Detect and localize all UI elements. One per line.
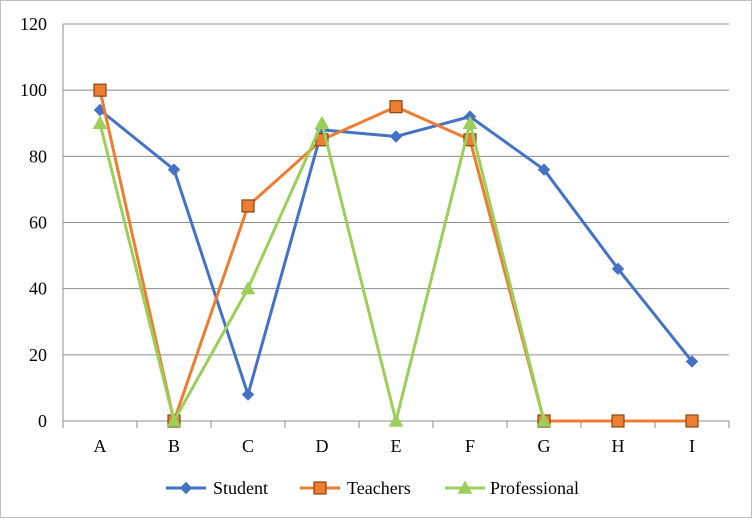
data-point-student-C	[241, 388, 255, 401]
legend-label: Teachers	[347, 478, 411, 498]
legend-marker	[457, 480, 473, 494]
series-line-student	[99, 108, 694, 397]
x-tick-label: B	[168, 436, 180, 456]
legend-marker	[313, 481, 327, 495]
data-point-teachers-C	[241, 199, 255, 213]
x-tick-label: F	[465, 436, 475, 456]
y-tick-label: 100	[20, 80, 47, 100]
data-point-student-H	[611, 262, 625, 276]
series-student	[93, 103, 699, 401]
legend-label: Professional	[490, 478, 579, 498]
data-point-professional-A	[92, 115, 108, 129]
x-tick-labels: A B C D E F G H I	[94, 436, 696, 456]
x-tick-label: I	[689, 436, 695, 456]
y-tick-label: 40	[29, 279, 47, 299]
legend-label: Student	[213, 478, 268, 498]
y-tick-labels: 0 20 40 60 80 100 120	[20, 14, 47, 431]
data-point-teachers-I	[685, 414, 699, 428]
y-tick-label: 80	[29, 146, 47, 166]
series-teachers	[93, 83, 699, 428]
data-point-professional-E	[388, 413, 404, 427]
data-point-professional-D	[314, 115, 330, 129]
legend: Student Teachers Professional	[166, 478, 579, 498]
y-tick-label: 0	[38, 411, 47, 431]
x-tick-label: D	[316, 436, 329, 456]
data-point-professional-C	[240, 281, 256, 295]
data-point-student-E	[389, 130, 403, 143]
x-tick-label: E	[391, 436, 402, 456]
gridlines	[63, 23, 729, 356]
data-point-professional-B	[166, 413, 182, 427]
legend-marker	[179, 481, 193, 495]
data-point-professional-F	[462, 115, 478, 129]
series-professional	[92, 115, 552, 427]
legend-item-student: Student	[166, 478, 268, 498]
y-tick-label: 20	[29, 345, 47, 365]
data-point-teachers-H	[611, 414, 625, 428]
data-point-teachers-E	[389, 100, 403, 114]
series-layer	[92, 83, 699, 428]
data-point-professional-G	[536, 413, 552, 427]
legend-item-teachers: Teachers	[300, 478, 411, 498]
data-point-student-B	[167, 163, 181, 176]
legend-item-professional: Professional	[445, 478, 579, 498]
x-tick-label: A	[94, 436, 107, 456]
y-tick-label: 60	[29, 213, 47, 233]
data-point-student-G	[537, 163, 551, 176]
x-tick-label: C	[242, 436, 254, 456]
data-point-student-I	[685, 355, 699, 368]
x-tick-label: H	[612, 436, 625, 456]
y-tick-label: 120	[20, 14, 47, 34]
x-tick-label: G	[538, 436, 551, 456]
data-point-teachers-A	[93, 83, 107, 97]
